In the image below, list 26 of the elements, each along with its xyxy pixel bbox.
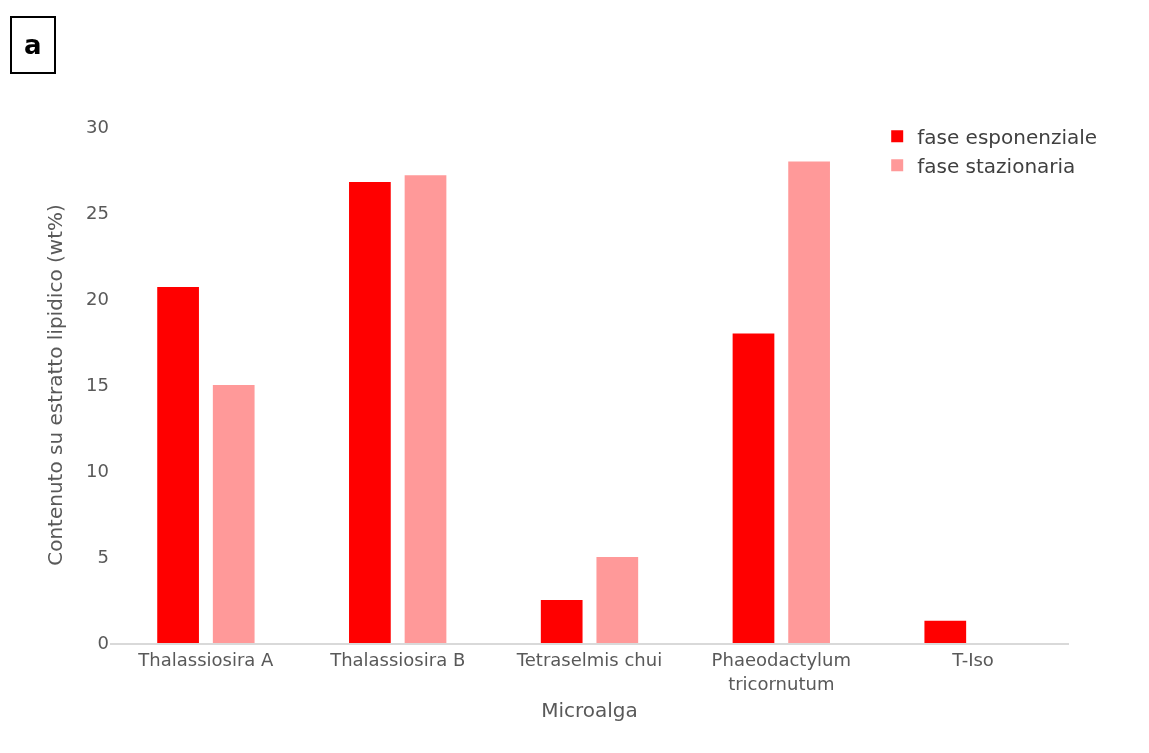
bar [404, 175, 447, 643]
bar [349, 182, 391, 643]
bar [540, 600, 583, 643]
y-tick-label: 5 [97, 546, 109, 568]
x-tick-label: Tetraselmis chui [515, 649, 663, 671]
bar [924, 620, 967, 643]
y-tick-label: 10 [86, 460, 109, 482]
x-tick-label: Phaeodactylum tricornutum [711, 649, 851, 694]
x-tick-label: T-Iso [951, 649, 994, 671]
y-tick-label: 20 [86, 288, 109, 310]
bar [788, 161, 830, 643]
text: a [24, 30, 42, 60]
bar [157, 286, 199, 643]
x-tick-label: Thalassiosira B [329, 649, 466, 671]
y-axis-title: Contenuto su estratto lipidico (wt%) [42, 204, 67, 566]
x-tick-label: Thalassiosira A [137, 649, 275, 671]
y-tick-label: 0 [97, 632, 109, 654]
bar [212, 385, 255, 643]
y-tick-label: 25 [86, 202, 109, 224]
bar [732, 333, 775, 643]
legend-label: fase esponenziale [917, 124, 1098, 149]
bar [596, 557, 639, 643]
y-tick-label: 30 [86, 116, 109, 138]
y-tick-label: 15 [86, 374, 109, 396]
legend-label: fase stazionaria [917, 153, 1076, 178]
x-axis-title: Microalga [541, 697, 638, 722]
